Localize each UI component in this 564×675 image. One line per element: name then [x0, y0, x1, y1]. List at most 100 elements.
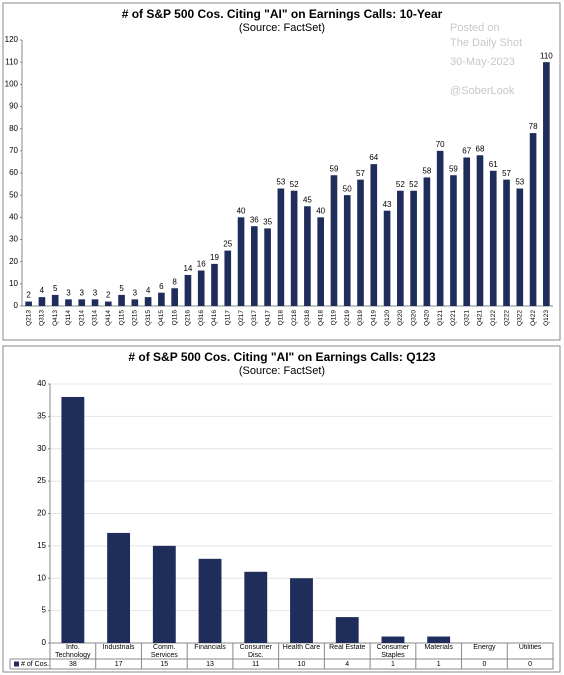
data-label: 59: [330, 164, 339, 173]
x-tick-label: Q415: [158, 310, 165, 326]
bar: [38, 297, 46, 306]
bar: [211, 263, 218, 306]
x-tick-label: Q422: [530, 310, 537, 326]
y-tick-label: 60: [9, 168, 18, 177]
bar: [290, 190, 298, 306]
x-tick-label: Q314: [92, 310, 99, 326]
x-tick-label: Q123: [543, 310, 550, 326]
x-tick-label: Q321: [463, 310, 470, 326]
bar: [423, 177, 431, 306]
x-tick-label: Q219: [344, 310, 351, 326]
y-tick-label: 20: [37, 509, 46, 518]
data-label: 53: [276, 178, 285, 187]
x-tick-label: Q221: [450, 310, 457, 326]
x-tick-label: Q420: [424, 310, 431, 326]
data-label: 2: [106, 291, 111, 300]
bar: [65, 299, 72, 306]
bar: [118, 294, 125, 306]
data-label: 50: [343, 184, 352, 193]
data-label: 53: [515, 178, 524, 187]
x-tick-label: Q121: [437, 310, 444, 326]
watermark: @SoberLook: [450, 85, 515, 97]
data-label: 19: [210, 253, 219, 262]
legend-swatch: [14, 661, 19, 667]
bar: [131, 299, 139, 306]
bar: [250, 226, 258, 306]
chart-title: # of S&P 500 Cos. Citing "AI" on Earning…: [122, 7, 443, 21]
data-label: 36: [250, 215, 259, 224]
x-tick-label: Q220: [397, 310, 404, 326]
y-tick-label: 90: [9, 102, 18, 111]
data-label: 35: [263, 218, 272, 227]
category-label: Financials: [194, 644, 226, 651]
bar: [516, 188, 524, 306]
category-label: Real Estate: [329, 644, 366, 651]
x-tick-label: Q120: [384, 310, 391, 326]
x-tick-label: Q122: [490, 310, 497, 326]
bar: [304, 206, 311, 306]
category-label: Consumer Staples: [376, 644, 410, 659]
data-label: 59: [449, 164, 458, 173]
x-tick-label: Q222: [503, 310, 510, 326]
data-label: 5: [53, 284, 58, 293]
data-label: 3: [66, 288, 71, 297]
bar: [330, 175, 338, 306]
data-label: 57: [502, 169, 511, 178]
category-label: Consumer Disc.: [239, 644, 272, 659]
category-label: Materials: [424, 644, 453, 651]
data-label: 3: [80, 288, 85, 297]
bar: [381, 636, 405, 643]
y-tick-label: 35: [37, 411, 46, 420]
bar: [503, 179, 510, 306]
x-tick-label: Q319: [357, 310, 364, 326]
y-tick-label: 0: [42, 638, 47, 647]
bar: [184, 274, 192, 306]
x-tick-label: Q117: [224, 310, 231, 326]
table-value: 0: [528, 661, 532, 668]
watermark: Posted on: [450, 22, 500, 34]
bar: [152, 545, 176, 643]
x-tick-label: Q316: [198, 310, 205, 326]
bar: [370, 164, 378, 306]
chart-frame: [2, 2, 561, 341]
category-label-box: Health Care: [282, 644, 321, 651]
bar: [224, 250, 232, 306]
y-tick-label: 100: [5, 79, 19, 88]
bar: [244, 571, 268, 643]
data-label: 3: [133, 288, 138, 297]
table-value: 1: [391, 661, 395, 668]
bar: [317, 217, 325, 306]
bar: [450, 175, 457, 306]
data-label: 58: [422, 167, 431, 176]
x-tick-label: Q320: [410, 310, 417, 326]
y-tick-label: 20: [9, 257, 18, 266]
y-tick-label: 10: [9, 279, 18, 288]
x-tick-label: Q218: [291, 310, 298, 326]
category-label-box: Energy: [473, 644, 495, 651]
bar: [383, 210, 391, 306]
y-tick-label: 40: [37, 379, 46, 388]
table-value: 11: [252, 661, 259, 668]
y-tick-label: 30: [9, 235, 18, 244]
x-tick-label: Q317: [251, 310, 258, 326]
category-label: Info. Technology: [55, 644, 91, 659]
x-tick-label: Q215: [132, 310, 139, 326]
category-label-box: Real Estate: [329, 644, 366, 651]
y-tick-label: 70: [9, 146, 18, 155]
watermark: 30-May-2023: [450, 56, 515, 68]
chart-subtitle: (Source: FactSet): [239, 365, 325, 377]
data-label: 43: [383, 200, 392, 209]
data-label: 2: [26, 291, 31, 300]
y-tick-label: 30: [37, 444, 46, 453]
x-tick-label: Q214: [78, 310, 85, 326]
x-tick-label: Q418: [317, 310, 324, 326]
y-tick-label: 40: [9, 212, 18, 221]
data-label: 45: [303, 195, 312, 204]
x-tick-label: Q116: [171, 310, 178, 326]
bar: [410, 190, 417, 306]
x-tick-label: Q421: [477, 310, 484, 326]
bar: [91, 299, 99, 306]
category-label: Health Care: [282, 644, 321, 651]
data-label: 40: [237, 206, 246, 215]
